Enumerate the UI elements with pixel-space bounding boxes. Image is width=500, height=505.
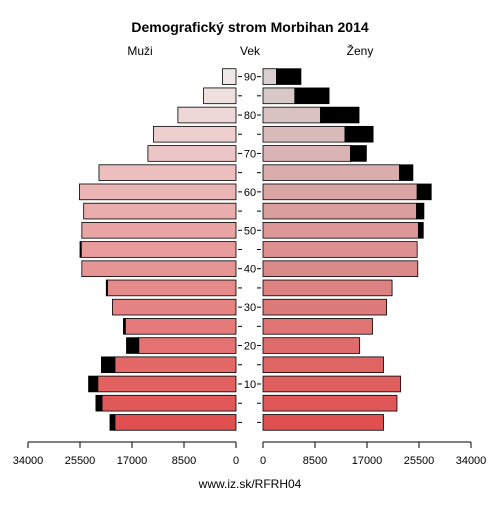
male-bar: [112, 298, 237, 316]
female-excess-bar: [417, 222, 424, 239]
age-tick-label: 40: [244, 264, 256, 276]
left-tick-label: 34000: [13, 455, 44, 467]
male-bar: [78, 183, 237, 201]
female-bar: [262, 164, 400, 181]
female-label: Ženy: [347, 43, 374, 58]
male-label: Muži: [127, 44, 152, 58]
male-excess-bar: [95, 394, 103, 412]
left-tick-label: 25500: [65, 455, 96, 467]
female-bar: [262, 375, 402, 393]
male-bar: [101, 394, 237, 412]
age-tick-label: 50: [244, 225, 256, 237]
male-excess-bar: [109, 414, 116, 431]
female-bar: [262, 260, 419, 277]
age-axis: 10 20 30 40 50 60 70 80 90: [238, 72, 261, 423]
female-bar: [262, 337, 361, 354]
male-bar: [107, 279, 237, 297]
male-bar: [83, 202, 237, 220]
right-tick-label: 8500: [303, 455, 327, 467]
male-bar: [222, 68, 237, 85]
male-bar: [80, 241, 237, 258]
female-bar: [262, 356, 384, 374]
left-x-axis: 34000 25500 17000 8500 0: [13, 441, 239, 467]
left-tick-label: 0: [233, 455, 239, 467]
male-bar: [81, 260, 237, 277]
female-bar: [262, 222, 419, 239]
female-bar: [262, 298, 387, 316]
female-bars: [262, 68, 432, 431]
male-excess-bar: [101, 356, 116, 374]
female-bar: [262, 183, 418, 201]
age-tick-label: 90: [244, 72, 256, 84]
chart-title: Demografický strom Morbihan 2014: [131, 19, 369, 35]
male-bar: [114, 356, 237, 374]
age-tick-label: 60: [244, 187, 256, 199]
right-tick-label: 0: [260, 455, 266, 467]
male-excess-bar: [126, 337, 140, 354]
female-bar: [262, 68, 277, 85]
female-excess-bar: [416, 202, 425, 220]
age-label: Vek: [240, 44, 261, 58]
male-bar: [81, 222, 237, 239]
female-bar: [262, 202, 417, 220]
male-bar: [114, 414, 237, 431]
male-bar: [98, 164, 237, 181]
male-excess-bar: [105, 279, 108, 297]
female-excess-bar: [294, 87, 330, 105]
female-excess-bar: [416, 183, 432, 201]
male-excess-bar: [123, 318, 126, 335]
female-bar: [262, 145, 351, 162]
male-bar: [97, 375, 237, 393]
right-tick-label: 34000: [456, 455, 487, 467]
female-excess-bar: [320, 106, 360, 124]
age-tick-label: 80: [244, 110, 256, 122]
male-bars: [78, 68, 237, 431]
male-bar: [203, 87, 237, 105]
footer-source: www.iz.sk/RFRH04: [198, 477, 302, 491]
male-bar: [124, 318, 237, 335]
female-bar: [262, 318, 373, 335]
male-excess-bar: [88, 375, 99, 393]
left-tick-label: 17000: [117, 455, 148, 467]
female-bar: [262, 87, 296, 105]
right-tick-label: 25500: [404, 455, 435, 467]
male-bar: [153, 125, 237, 143]
left-tick-label: 8500: [172, 455, 196, 467]
age-tick-label: 30: [244, 302, 256, 314]
female-excess-bar: [344, 125, 374, 143]
female-bar: [262, 414, 384, 431]
male-excess-bar: [79, 241, 82, 258]
male-bar: [138, 337, 237, 354]
female-bar: [262, 125, 346, 143]
female-excess-bar: [350, 145, 367, 162]
male-bar: [177, 106, 237, 124]
right-x-axis: 0 8500 17000 25500 34000: [260, 441, 487, 467]
age-tick-label: 20: [244, 341, 256, 353]
male-bar: [147, 145, 237, 162]
female-excess-bar: [399, 164, 414, 181]
female-bar: [262, 241, 418, 258]
right-tick-label: 17000: [352, 455, 383, 467]
age-tick-label: 70: [244, 148, 256, 160]
female-excess-bar: [276, 68, 302, 85]
female-bar: [262, 394, 398, 412]
female-bar: [262, 279, 393, 297]
female-bar: [262, 106, 321, 124]
age-tick-label: 10: [244, 379, 256, 391]
